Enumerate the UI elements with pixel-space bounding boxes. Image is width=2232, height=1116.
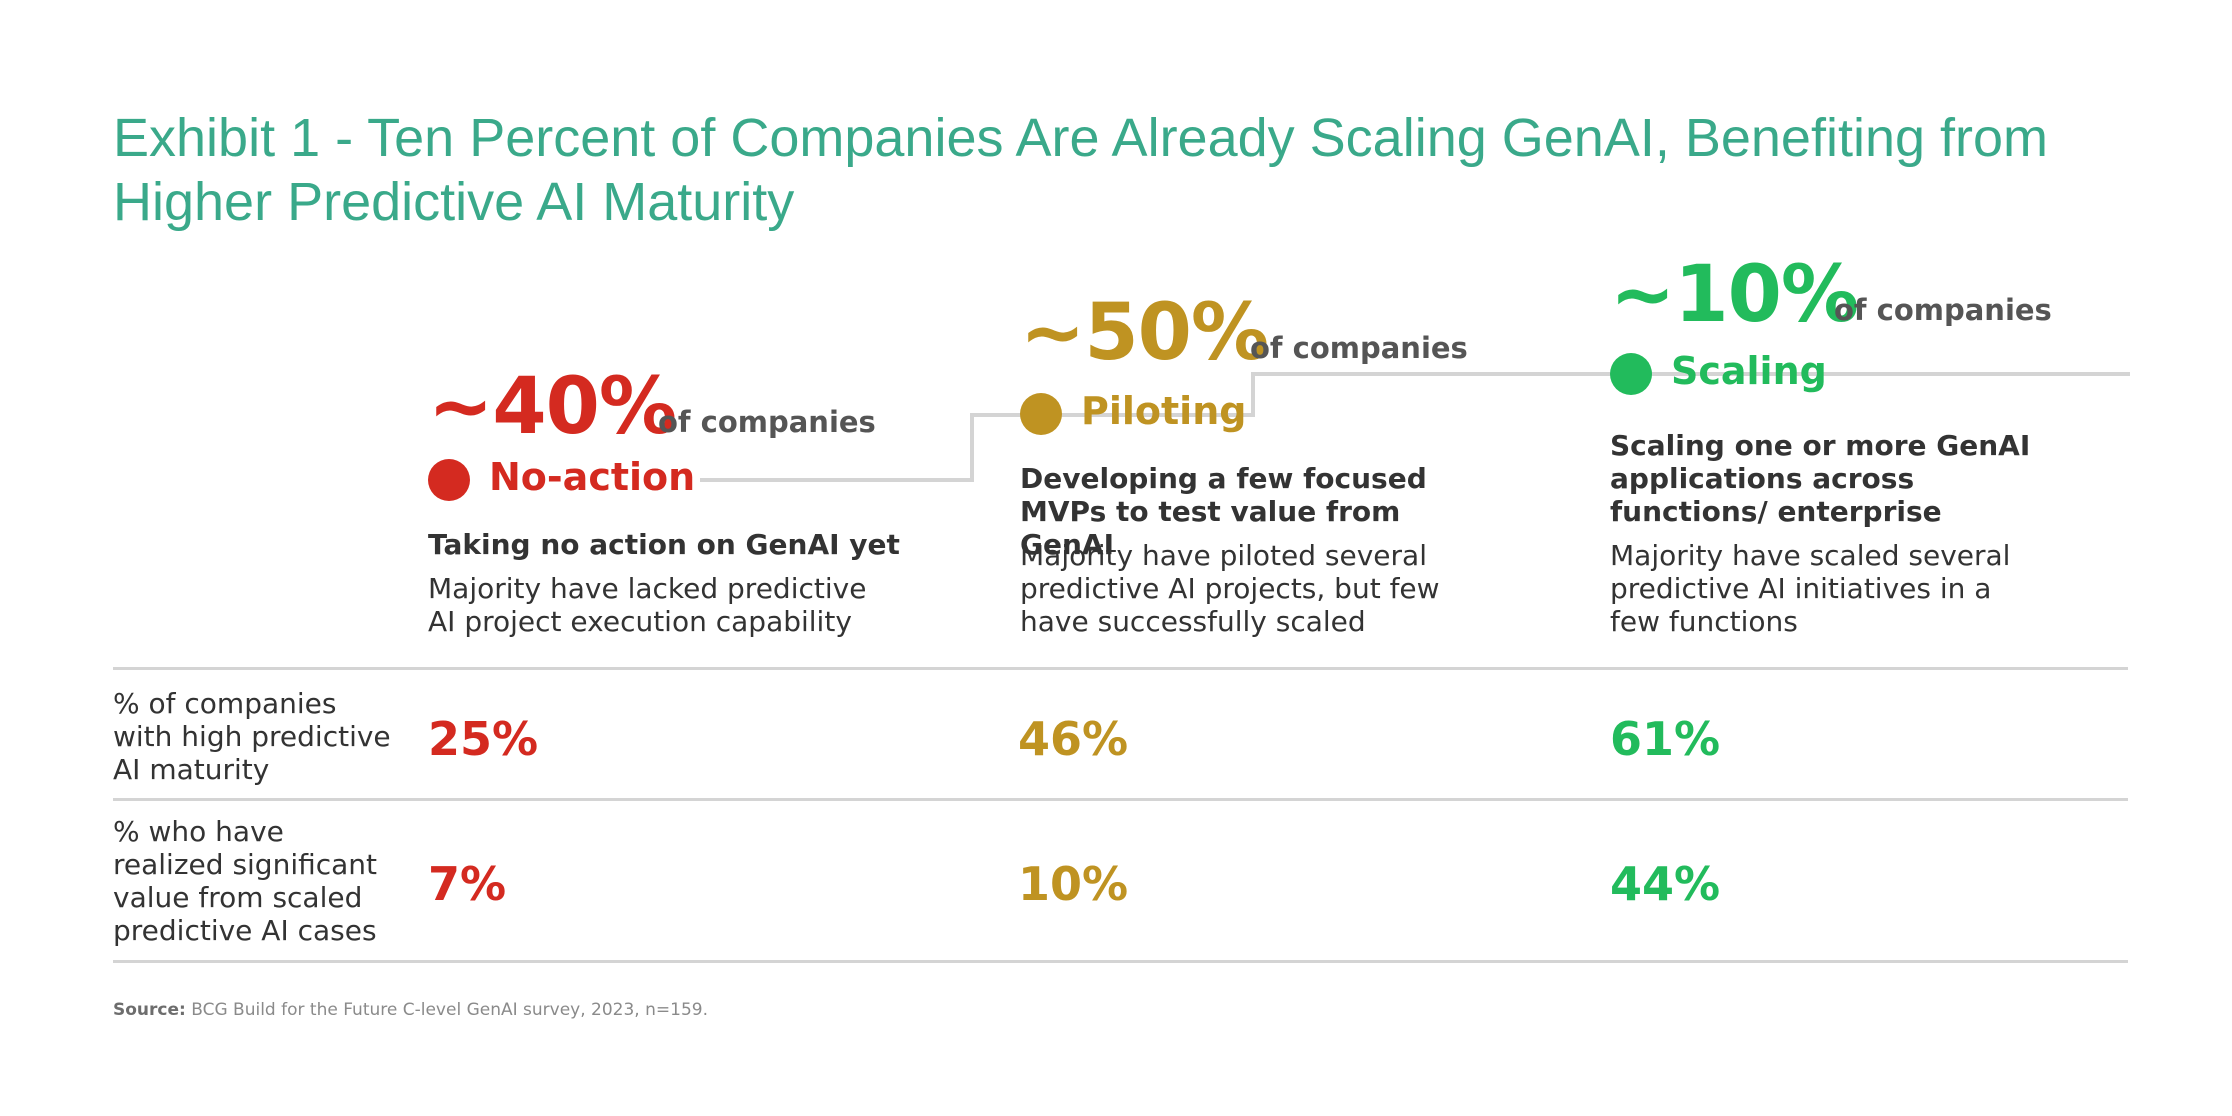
stage-description: Majority have scaled several predictive … [1610, 539, 2011, 638]
metric-value: 25% [428, 712, 539, 766]
row-label: % who have realized significant value fr… [113, 815, 378, 947]
of-companies-label: of companies [1250, 331, 1468, 365]
metric-value: 44% [1610, 857, 1721, 911]
exhibit-title: Exhibit 1 - Ten Percent of Companies Are… [113, 108, 2049, 232]
source-label: Source: [113, 1000, 186, 1020]
of-companies-label: of companies [658, 405, 876, 439]
stage-percentage: ~10% [1610, 250, 1859, 340]
stage-description: Majority have lacked predictive AI proje… [428, 572, 867, 638]
stage-name: Piloting [1081, 389, 1247, 433]
table-divider-middle [113, 798, 2128, 801]
stage-name: No-action [489, 455, 696, 499]
metric-value: 61% [1610, 712, 1721, 766]
stage-name: Scaling [1671, 349, 1827, 393]
metric-value: 46% [1018, 712, 1129, 766]
table-divider-bottom [113, 960, 2128, 963]
of-companies-label: of companies [1834, 293, 2052, 327]
metric-value: 7% [428, 857, 507, 911]
stage-heading: Scaling one or more GenAI applications a… [1610, 429, 2031, 528]
source-note: Source: BCG Build for the Future C-level… [113, 1000, 708, 1020]
metric-value: 10% [1018, 857, 1129, 911]
stage-heading: Taking no action on GenAI yet [428, 528, 900, 561]
no-action-dot-icon [428, 459, 470, 501]
table-divider-top [113, 667, 2128, 670]
stage-description: Majority have piloted several predictive… [1020, 539, 1440, 638]
piloting-dot-icon [1020, 393, 1062, 435]
scaling-dot-icon [1610, 353, 1652, 395]
row-label: % of companies with high predictive AI m… [113, 687, 391, 786]
stage-percentage: ~40% [428, 362, 677, 452]
stage-percentage: ~50% [1020, 288, 1269, 378]
source-text: BCG Build for the Future C-level GenAI s… [191, 1000, 708, 1020]
stage-heading: Developing a few focused MVPs to test va… [1020, 462, 1427, 561]
